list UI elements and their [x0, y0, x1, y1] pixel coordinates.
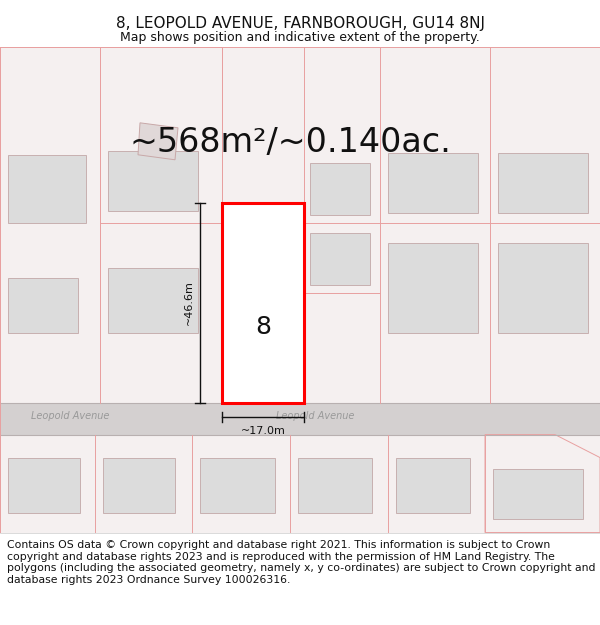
Bar — [0, 47, 100, 403]
Text: 8, LEOPOLD AVENUE, FARNBOROUGH, GU14 8NJ: 8, LEOPOLD AVENUE, FARNBOROUGH, GU14 8NJ — [115, 16, 485, 31]
Bar — [222, 202, 304, 402]
Bar — [108, 268, 198, 332]
Polygon shape — [485, 434, 600, 532]
Bar — [310, 232, 370, 285]
Bar — [0, 434, 600, 532]
Bar — [8, 155, 86, 222]
Polygon shape — [138, 123, 178, 160]
Bar — [498, 242, 588, 332]
Bar — [0, 47, 600, 403]
Text: ~568m²/~0.140ac.: ~568m²/~0.140ac. — [129, 126, 451, 159]
Text: Map shows position and indicative extent of the property.: Map shows position and indicative extent… — [120, 31, 480, 44]
Bar — [298, 458, 372, 512]
Bar — [388, 242, 478, 332]
Text: 8: 8 — [255, 314, 271, 339]
Text: Contains OS data © Crown copyright and database right 2021. This information is : Contains OS data © Crown copyright and d… — [7, 540, 596, 585]
Bar — [396, 458, 470, 512]
Bar — [100, 47, 222, 403]
Bar — [0, 402, 600, 434]
Bar — [103, 458, 175, 512]
Text: ~46.6m: ~46.6m — [184, 280, 194, 325]
Bar — [108, 151, 198, 211]
Bar — [304, 47, 380, 403]
Bar — [388, 152, 478, 213]
Text: ~17.0m: ~17.0m — [241, 426, 286, 436]
Bar — [200, 458, 275, 512]
Bar — [498, 152, 588, 213]
Bar — [310, 162, 370, 215]
Bar — [8, 458, 80, 512]
Bar — [8, 278, 78, 332]
Bar — [493, 469, 583, 519]
Text: Leopold Avenue: Leopold Avenue — [31, 411, 109, 421]
Text: Leopold Avenue: Leopold Avenue — [276, 411, 354, 421]
